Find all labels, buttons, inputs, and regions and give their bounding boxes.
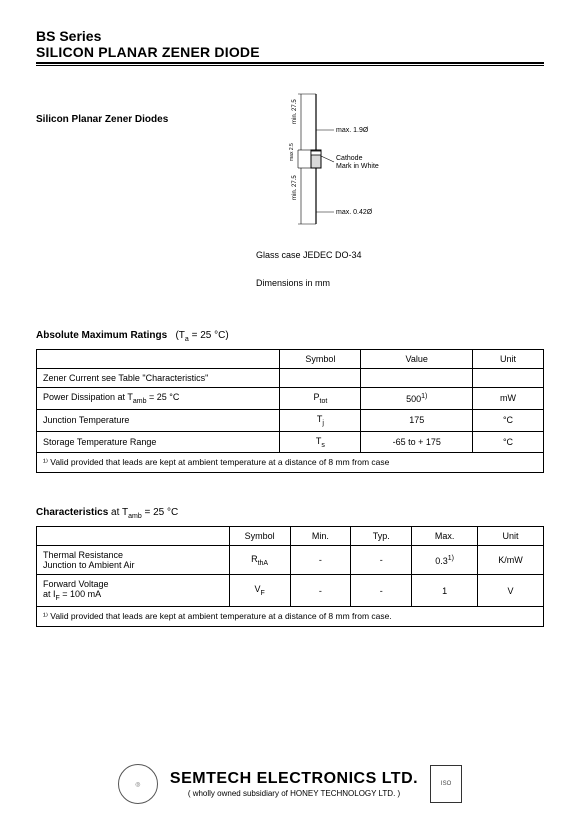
table-row: Storage Temperature Range Ts -65 to + 17… xyxy=(37,431,544,453)
footnote-text: ¹⁾ Valid provided that leads are kept at… xyxy=(37,453,544,473)
footer: ◎ SEMTECH ELECTRONICS LTD. ( wholly owne… xyxy=(36,764,544,804)
unit-cell: °C xyxy=(473,431,544,453)
dim-body-dia: max. 0.42Ø xyxy=(336,209,373,216)
characteristics-table: Symbol Min. Typ. Max. Unit Thermal Resis… xyxy=(36,526,544,627)
min-cell: - xyxy=(290,546,351,575)
title-rule xyxy=(36,62,544,64)
unit-cell: K/mW xyxy=(478,546,544,575)
value-cell: 175 xyxy=(361,409,473,431)
company-logo-icon: ◎ xyxy=(118,764,158,804)
company-subsidiary: ( wholly owned subsidiary of HONEY TECHN… xyxy=(170,789,418,798)
table-footnote: ¹⁾ Valid provided that leads are kept at… xyxy=(37,453,544,473)
table-row: Zener Current see Table "Characteristics… xyxy=(37,369,544,388)
unit-cell: V xyxy=(478,575,544,607)
max-cell: 0.31) xyxy=(412,546,478,575)
diagram-caption-2: Dimensions in mm xyxy=(256,278,544,288)
table-header-row: Symbol Min. Typ. Max. Unit xyxy=(37,527,544,546)
col-unit: Unit xyxy=(478,527,544,546)
typ-cell: - xyxy=(351,546,412,575)
symbol-cell: VF xyxy=(229,575,290,607)
char-heading-text: Characteristics xyxy=(36,507,108,518)
sub-heading: Silicon Planar Zener Diodes xyxy=(36,114,236,125)
left-column: Silicon Planar Zener Diodes xyxy=(36,90,236,288)
company-name: SEMTECH ELECTRONICS LTD. xyxy=(170,770,418,788)
cathode-label-2: Mark in White xyxy=(336,163,379,170)
col-max: Max. xyxy=(412,527,478,546)
ratings-heading-text: Absolute Maximum Ratings xyxy=(36,330,167,341)
col-value: Value xyxy=(361,350,473,369)
table-row: Forward Voltageat IF = 100 mA VF - - 1 V xyxy=(37,575,544,607)
cert-badge-icon: ISO xyxy=(430,765,462,803)
table-footnote: ¹⁾ Valid provided that leads are kept at… xyxy=(37,607,544,627)
characteristics-heading: Characteristics at Tamb = 25 °C xyxy=(36,507,544,520)
series-title: BS Series xyxy=(36,28,544,44)
ratings-heading: Absolute Maximum Ratings (Ta = 25 °C) xyxy=(36,330,544,343)
param-cell: Junction Temperature xyxy=(37,409,280,431)
unit-cell: mW xyxy=(473,388,544,410)
symbol-cell: RthA xyxy=(229,546,290,575)
value-cell: 5001) xyxy=(361,388,473,410)
col-symbol: Symbol xyxy=(229,527,290,546)
header: BS Series SILICON PLANAR ZENER DIODE xyxy=(36,28,544,66)
dim-body-len: max 2.5 xyxy=(289,143,295,161)
title-rule-thin xyxy=(36,65,544,66)
table-row: Thermal ResistanceJunction to Ambient Ai… xyxy=(37,546,544,575)
ratings-table: Symbol Value Unit Zener Current see Tabl… xyxy=(36,349,544,473)
typ-cell: - xyxy=(351,575,412,607)
col-typ: Typ. xyxy=(351,527,412,546)
dim-top-lead: min. 27.5 xyxy=(292,99,298,124)
cathode-label-1: Cathode xyxy=(336,155,363,162)
diagram-caption-1: Glass case JEDEC DO-34 xyxy=(256,250,544,260)
table-header-row: Symbol Value Unit xyxy=(37,350,544,369)
min-cell: - xyxy=(290,575,351,607)
param-cell: Storage Temperature Range xyxy=(37,431,280,453)
param-cell: Thermal ResistanceJunction to Ambient Ai… xyxy=(37,546,230,575)
table-row: Power Dissipation at Tamb = 25 °C Ptot 5… xyxy=(37,388,544,410)
char-condition: at Tamb = 25 °C xyxy=(111,507,178,518)
symbol-cell: Tj xyxy=(280,409,361,431)
symbol-cell: Ptot xyxy=(280,388,361,410)
param-cell: Forward Voltageat IF = 100 mA xyxy=(37,575,230,607)
col-min: Min. xyxy=(290,527,351,546)
package-diagram: min. 27.5 max 2.5 min. 27.5 max. 1.9Ø Ca… xyxy=(256,90,436,240)
unit-cell: °C xyxy=(473,409,544,431)
footnote-text: ¹⁾ Valid provided that leads are kept at… xyxy=(37,607,544,627)
dim-lead-dia: max. 1.9Ø xyxy=(336,127,369,134)
content-row: Silicon Planar Zener Diodes xyxy=(36,90,544,288)
max-cell: 1 xyxy=(412,575,478,607)
main-title: SILICON PLANAR ZENER DIODE xyxy=(36,44,544,60)
dim-bot-lead: min. 27.5 xyxy=(292,175,298,200)
ratings-condition: (Ta = 25 °C) xyxy=(170,330,229,341)
col-unit: Unit xyxy=(473,350,544,369)
col-symbol: Symbol xyxy=(280,350,361,369)
value-cell: -65 to + 175 xyxy=(361,431,473,453)
table-row: Junction Temperature Tj 175 °C xyxy=(37,409,544,431)
param-cell: Power Dissipation at Tamb = 25 °C xyxy=(37,388,280,410)
right-column: min. 27.5 max 2.5 min. 27.5 max. 1.9Ø Ca… xyxy=(236,90,544,288)
symbol-cell: Ts xyxy=(280,431,361,453)
param-cell: Zener Current see Table "Characteristics… xyxy=(37,369,280,388)
footer-text: SEMTECH ELECTRONICS LTD. ( wholly owned … xyxy=(170,770,418,798)
